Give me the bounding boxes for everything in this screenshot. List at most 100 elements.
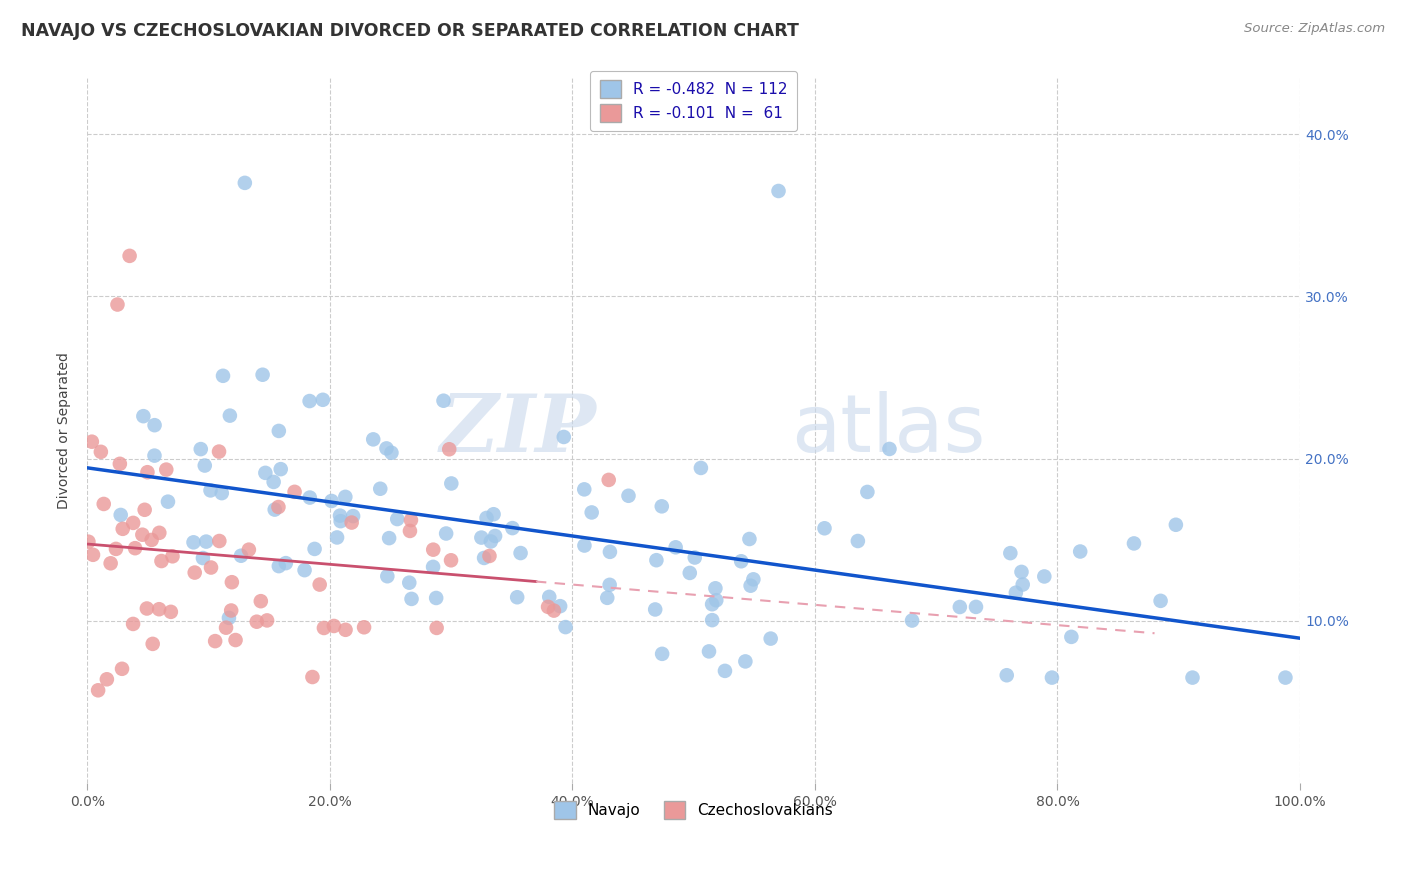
Point [211,486,233,500]
Point [548,599,571,614]
Point [434,526,457,541]
Point [700,597,723,611]
Point [651,647,673,661]
Text: ZIP: ZIP [440,392,596,469]
Point [813,521,835,535]
Point [254,466,277,480]
Point [111,662,134,676]
Point [122,516,145,530]
Point [183,535,205,549]
Point [1123,536,1146,550]
Point [80,434,103,449]
Point [478,549,501,563]
Point [190,442,212,456]
Point [82,548,104,562]
Point [538,590,561,604]
Point [238,542,260,557]
Point [118,249,141,263]
Point [704,593,727,607]
Point [965,599,987,614]
Point [574,483,596,497]
Point [644,602,666,616]
Point [440,553,463,567]
Point [342,509,364,524]
Point [208,534,231,549]
Point [155,462,177,476]
Point [399,513,422,527]
Point [1149,594,1171,608]
Point [734,654,756,668]
Point [218,611,240,625]
Y-axis label: Divorced or Separated: Divorced or Separated [58,351,72,508]
Point [150,554,173,568]
Point [901,614,924,628]
Point [368,482,391,496]
Point [553,430,575,444]
Point [135,601,157,615]
Point [104,541,127,556]
Point [136,465,159,479]
Point [267,559,290,574]
Point [111,522,134,536]
Point [215,621,238,635]
Point [1069,544,1091,558]
Point [329,508,352,523]
Point [298,394,321,409]
Point [509,546,531,560]
Point [426,621,449,635]
Point [768,184,790,198]
Point [208,444,231,458]
Point [107,297,129,311]
Point [229,549,252,563]
Point [422,542,444,557]
Point [162,549,184,564]
Point [143,418,166,433]
Point [353,620,375,634]
Point [665,541,688,555]
Legend: Navajo, Czechoslovakians: Navajo, Czechoslovakians [548,795,839,825]
Point [93,497,115,511]
Point [375,442,398,456]
Point [263,502,285,516]
Point [484,529,506,543]
Point [194,458,217,473]
Point [143,449,166,463]
Point [470,531,492,545]
Point [1060,630,1083,644]
Point [599,545,621,559]
Point [702,613,724,627]
Point [380,446,402,460]
Point [304,541,326,556]
Point [1011,577,1033,591]
Point [574,539,596,553]
Point [294,563,316,577]
Point [148,525,170,540]
Point [142,637,165,651]
Point [233,176,256,190]
Point [598,473,620,487]
Point [1274,671,1296,685]
Point [432,393,454,408]
Point [312,621,335,635]
Point [156,494,179,508]
Point [252,368,274,382]
Point [398,575,420,590]
Text: Source: ZipAtlas.com: Source: ZipAtlas.com [1244,22,1385,36]
Point [1005,585,1028,599]
Point [1181,671,1204,685]
Point [740,579,762,593]
Point [335,623,357,637]
Point [879,442,901,456]
Point [246,615,269,629]
Point [90,445,112,459]
Point [697,644,720,658]
Point [219,603,242,617]
Point [122,616,145,631]
Point [183,566,205,580]
Point [738,532,761,546]
Point [596,591,619,605]
Point [599,578,621,592]
Point [375,569,398,583]
Point [846,534,869,549]
Point [141,533,163,547]
